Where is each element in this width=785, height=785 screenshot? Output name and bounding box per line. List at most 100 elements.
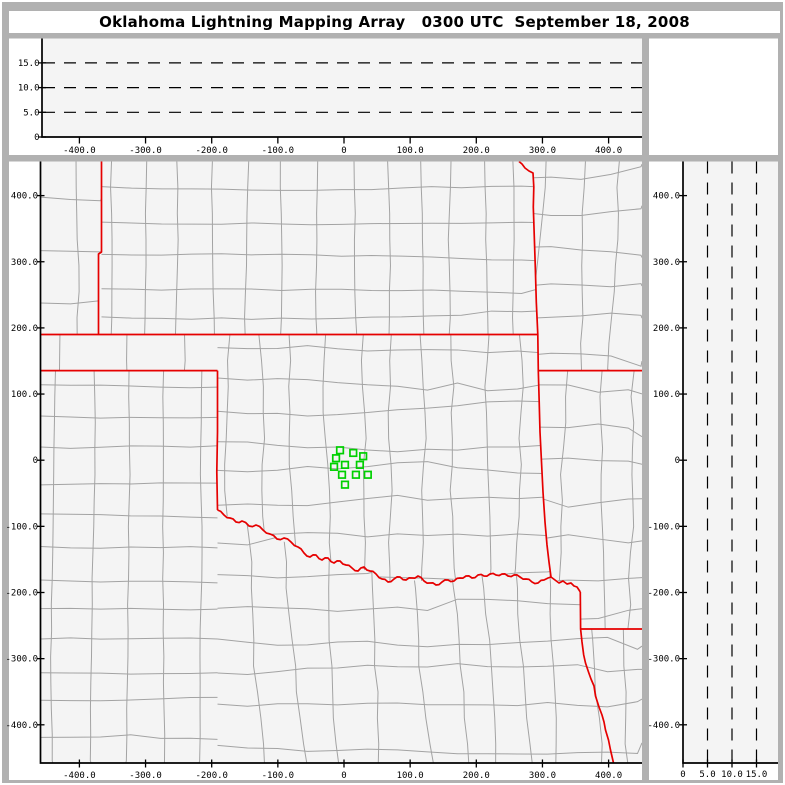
station-marker — [355, 460, 365, 469]
county-line — [50, 370, 56, 763]
title-bar: Oklahoma Lightning Mapping Array 0300 UT… — [9, 11, 780, 33]
tick-label: 400.0 — [11, 192, 38, 202]
oklahoma-arkansas-border — [536, 334, 552, 578]
tick-label: 400.0 — [595, 146, 622, 156]
county-line — [484, 334, 492, 590]
colorado-kansas-border — [97, 161, 103, 335]
county-line — [40, 696, 218, 702]
tick-label: 400.0 — [653, 192, 680, 202]
tick-label: 10.0 — [18, 84, 40, 94]
county-line — [315, 161, 319, 335]
tick-label: -200.0 — [195, 771, 228, 781]
county-line — [599, 370, 606, 629]
county-line — [101, 310, 538, 320]
county-line — [217, 636, 642, 650]
county-line — [580, 161, 586, 371]
county-line — [40, 607, 218, 611]
county-line — [521, 205, 642, 217]
tick-label: -300.0 — [647, 655, 680, 665]
texas-oklahoma-100th-meridian — [215, 370, 219, 511]
texas-arkansas-louisiana-border — [579, 591, 615, 763]
lma-stations — [329, 446, 372, 489]
tick-label: 200.0 — [463, 146, 490, 156]
county-line — [75, 161, 80, 335]
tick-label: 5.0 — [699, 770, 715, 780]
county-line — [449, 334, 458, 590]
county-line — [538, 577, 642, 582]
county-line — [387, 334, 393, 590]
county-line — [521, 283, 642, 288]
tick-label: -400.0 — [647, 721, 680, 731]
county-line — [244, 510, 265, 763]
tick-label: 100.0 — [397, 771, 424, 781]
tick-label: 100.0 — [397, 146, 424, 156]
county-line — [420, 161, 425, 335]
window-title: Oklahoma Lightning Mapping Array 0300 UT… — [99, 13, 690, 31]
station-marker — [340, 460, 350, 469]
station-marker — [359, 452, 368, 461]
county-line — [40, 672, 218, 675]
county-line — [538, 534, 642, 544]
station-marker — [331, 454, 341, 463]
tick-label: 0 — [33, 456, 38, 466]
county-line — [627, 370, 635, 629]
tick-label: -400.0 — [63, 771, 96, 781]
tick-label: 0 — [680, 770, 685, 780]
tick-label: 100.0 — [11, 390, 38, 400]
county-line — [607, 161, 620, 371]
county-line — [387, 161, 391, 335]
county-line — [521, 163, 642, 180]
tick-label: 15.0 — [746, 770, 768, 780]
state-borders — [40, 161, 642, 763]
county-line — [40, 637, 218, 640]
tick-label: 0 — [675, 456, 680, 466]
county-line — [217, 493, 579, 507]
county-line — [40, 445, 218, 449]
county-line — [101, 185, 538, 191]
tick-label: 0 — [341, 146, 346, 156]
county-line — [484, 161, 489, 335]
tick-label: 0 — [34, 133, 39, 143]
county-lines-missouri — [521, 161, 642, 371]
station-marker — [349, 448, 358, 458]
tick-label: -200.0 — [5, 589, 38, 599]
tick-label: -400.0 — [63, 146, 96, 156]
red-river-border — [217, 509, 582, 593]
station-marker — [351, 470, 361, 479]
tick-label: 200.0 — [653, 324, 680, 334]
county-line — [40, 513, 218, 519]
altitude-ns-plot-area — [683, 161, 778, 763]
station-marker — [340, 480, 350, 489]
county-line — [101, 221, 538, 226]
tick-labels: -400.0 -400.0 -300.0 -300.0 -200.0 -200.0 -100… — [5, 59, 767, 781]
panel-topRight — [649, 38, 778, 155]
county-line — [162, 370, 166, 763]
tick-label: -100.0 — [262, 771, 295, 781]
county-lines-arkansas — [538, 370, 642, 629]
tick-label: 400.0 — [595, 771, 622, 781]
county-line — [40, 545, 218, 549]
county-line — [447, 161, 452, 335]
county-lines-texas-panhandle — [40, 370, 218, 763]
county-line — [279, 161, 283, 335]
county-line — [512, 334, 524, 590]
tick-label: 10.0 — [721, 770, 743, 780]
county-line — [101, 253, 538, 262]
tick-label: 5.0 — [23, 108, 39, 118]
altitude-dashes — [43, 62, 758, 763]
county-line — [538, 423, 642, 438]
county-line — [419, 334, 427, 590]
tick-label: -300.0 — [5, 655, 38, 665]
tick-label: 300.0 — [653, 258, 680, 268]
county-line — [538, 384, 642, 395]
county-line — [110, 161, 113, 335]
tick-label: 200.0 — [463, 771, 490, 781]
county-line — [198, 370, 203, 763]
county-line — [244, 161, 250, 335]
county-line — [538, 457, 642, 465]
station-marker — [329, 462, 339, 471]
county-line — [101, 288, 538, 294]
county-line — [183, 334, 186, 371]
county-line — [217, 742, 642, 755]
